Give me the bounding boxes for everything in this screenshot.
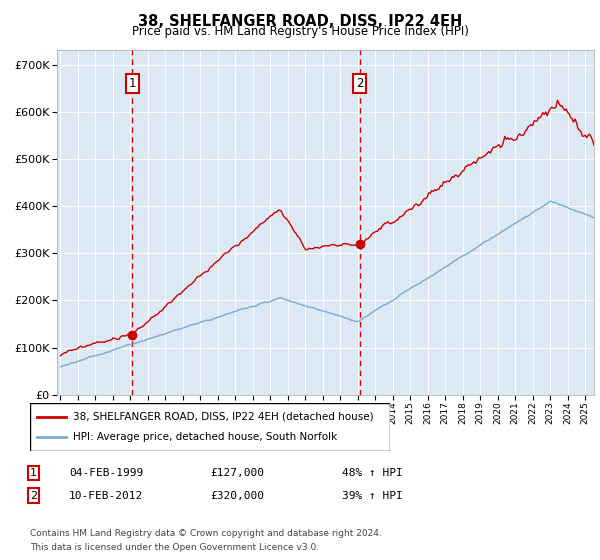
Text: Contains HM Land Registry data © Crown copyright and database right 2024.: Contains HM Land Registry data © Crown c… — [30, 529, 382, 538]
Text: 39% ↑ HPI: 39% ↑ HPI — [342, 491, 403, 501]
Text: 2: 2 — [30, 491, 37, 501]
FancyBboxPatch shape — [30, 403, 390, 451]
Text: £127,000: £127,000 — [210, 468, 264, 478]
Text: This data is licensed under the Open Government Licence v3.0.: This data is licensed under the Open Gov… — [30, 543, 319, 552]
Text: 04-FEB-1999: 04-FEB-1999 — [69, 468, 143, 478]
Text: 38, SHELFANGER ROAD, DISS, IP22 4EH (detached house): 38, SHELFANGER ROAD, DISS, IP22 4EH (det… — [73, 412, 374, 422]
Text: Price paid vs. HM Land Registry's House Price Index (HPI): Price paid vs. HM Land Registry's House … — [131, 25, 469, 38]
Text: 10-FEB-2012: 10-FEB-2012 — [69, 491, 143, 501]
Text: 2: 2 — [356, 77, 364, 90]
Text: 1: 1 — [30, 468, 37, 478]
Text: 1: 1 — [128, 77, 136, 90]
Text: HPI: Average price, detached house, South Norfolk: HPI: Average price, detached house, Sout… — [73, 432, 337, 442]
Text: £320,000: £320,000 — [210, 491, 264, 501]
Text: 48% ↑ HPI: 48% ↑ HPI — [342, 468, 403, 478]
Text: 38, SHELFANGER ROAD, DISS, IP22 4EH: 38, SHELFANGER ROAD, DISS, IP22 4EH — [138, 14, 462, 29]
